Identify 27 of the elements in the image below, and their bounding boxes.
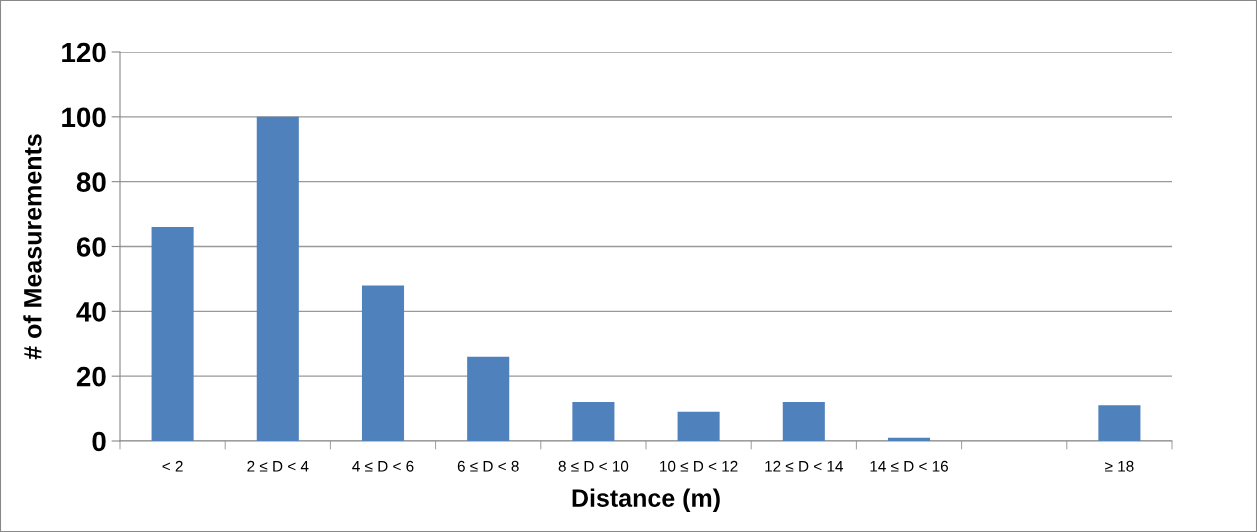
bar (572, 402, 615, 441)
x-tick-label: < 2 (162, 460, 183, 472)
x-tick-label: 8 ≤ D < 10 (558, 460, 629, 472)
bar (1098, 405, 1141, 441)
bar (256, 116, 299, 441)
x-tick-label: 6 ≤ D < 8 (457, 460, 519, 472)
x-tick-label: 14 ≤ D < 16 (870, 460, 948, 472)
x-axis-title: Distance (m) (572, 488, 720, 512)
bar (361, 285, 405, 441)
bar (467, 356, 510, 441)
y-tick-label: 0 (92, 431, 106, 452)
x-tick-label: 12 ≤ D < 14 (765, 460, 844, 472)
x-tick-label: 2 ≤ D < 4 (247, 460, 309, 472)
y-tick-label: 80 (76, 172, 106, 193)
bar (782, 402, 825, 441)
y-tick-label: 120 (62, 42, 106, 63)
y-tick-label: 40 (76, 302, 106, 322)
bar (151, 227, 194, 441)
x-tick-label: 4 ≤ D < 6 (352, 460, 414, 472)
x-tick-label: 10 ≤ D < 12 (660, 460, 738, 472)
y-tick-label: 60 (76, 237, 106, 257)
bar (887, 437, 931, 441)
x-tick-label: ≥ 18 (1105, 460, 1134, 472)
y-tick-label: 20 (76, 366, 106, 387)
y-tick-label: 100 (62, 107, 106, 128)
y-axis-title: # of Measurements (23, 134, 42, 360)
bar (677, 411, 720, 441)
